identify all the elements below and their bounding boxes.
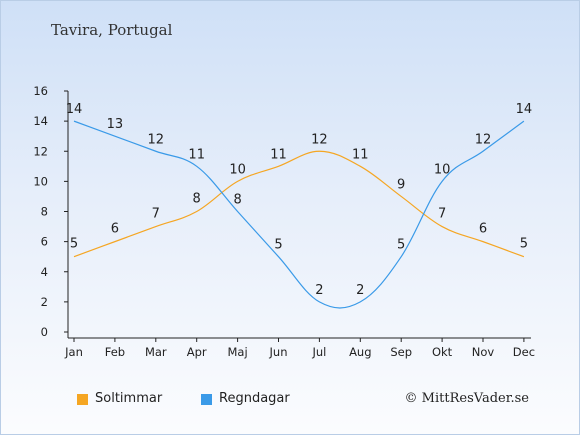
data-label-regndagar: 8 [233,193,241,208]
y-tick-label: 10 [33,174,48,188]
y-tick-label: 2 [41,295,48,309]
legend-label-regndagar: Regndagar [219,391,290,406]
data-label-soltimmar: 7 [438,207,446,222]
legend-swatch-soltimmar [77,394,88,405]
data-label-soltimmar: 7 [152,207,160,222]
axes: 0 2 4 6 8 10 12 14 16 Jan Feb Mar Apr Maj Jun Jul Aug Sep… [33,84,535,359]
copyright-text: © MittResVader.se [404,391,529,406]
x-tick-label: Apr [187,345,207,359]
x-tick-label: Mar [145,345,167,359]
chart-title: Tavira, Portugal [51,21,173,39]
data-label-regndagar: 11 [188,147,205,162]
y-tick-label: 8 [41,205,48,219]
series-layer [73,120,525,309]
x-tick-label: Jun [269,345,288,359]
x-tick-label: Okt [432,345,453,359]
x-tick-label: Dec [513,345,535,359]
data-label-regndagar: 14 [516,102,533,117]
series-line-regndagar [73,120,525,309]
x-tick-label: Jan [64,345,83,359]
y-tick-label: 6 [41,235,48,249]
data-label-soltimmar: 9 [397,177,405,192]
data-label-soltimmar: 8 [193,192,201,207]
data-label-soltimmar: 11 [270,147,287,162]
data-label-soltimmar: 6 [479,222,487,237]
series-line-soltimmar [73,150,525,258]
y-tick-label: 12 [33,144,48,158]
data-label-soltimmar: 12 [311,132,328,147]
data-label-regndagar: 5 [397,238,405,253]
data-label-regndagar: 12 [148,132,165,147]
data-label-regndagar: 2 [356,283,364,298]
data-label-soltimmar: 10 [229,162,246,177]
data-label-soltimmar: 5 [70,237,78,252]
data-label-soltimmar: 5 [520,237,528,252]
data-label-soltimmar: 6 [111,222,119,237]
data-label-soltimmar: 11 [352,147,369,162]
legend-swatch-regndagar [201,394,212,405]
data-label-regndagar: 13 [107,117,124,132]
data-label-regndagar: 5 [274,238,282,253]
y-tick-label: 16 [33,84,48,98]
legend-label-soltimmar: Soltimmar [95,391,163,406]
data-label-regndagar: 14 [66,102,83,117]
x-tick-label: Sep [390,345,412,359]
data-label-regndagar: 12 [475,132,492,147]
x-tick-label: Jul [311,345,326,359]
y-tick-label: 14 [33,114,48,128]
x-tick-label: Nov [472,345,495,359]
x-tick-label: Aug [349,345,371,359]
data-labels: 5 6 7 8 10 11 12 11 9 7 6 5 14 13 12 11 8 5 2 2 5 10 12 14 [66,102,532,298]
data-label-regndagar: 10 [434,162,451,177]
y-tick-label: 0 [41,325,48,339]
x-tick-label: Feb [105,345,125,359]
x-tick-label: Maj [228,345,248,359]
data-label-regndagar: 2 [315,283,323,298]
y-tick-label: 4 [41,265,48,279]
